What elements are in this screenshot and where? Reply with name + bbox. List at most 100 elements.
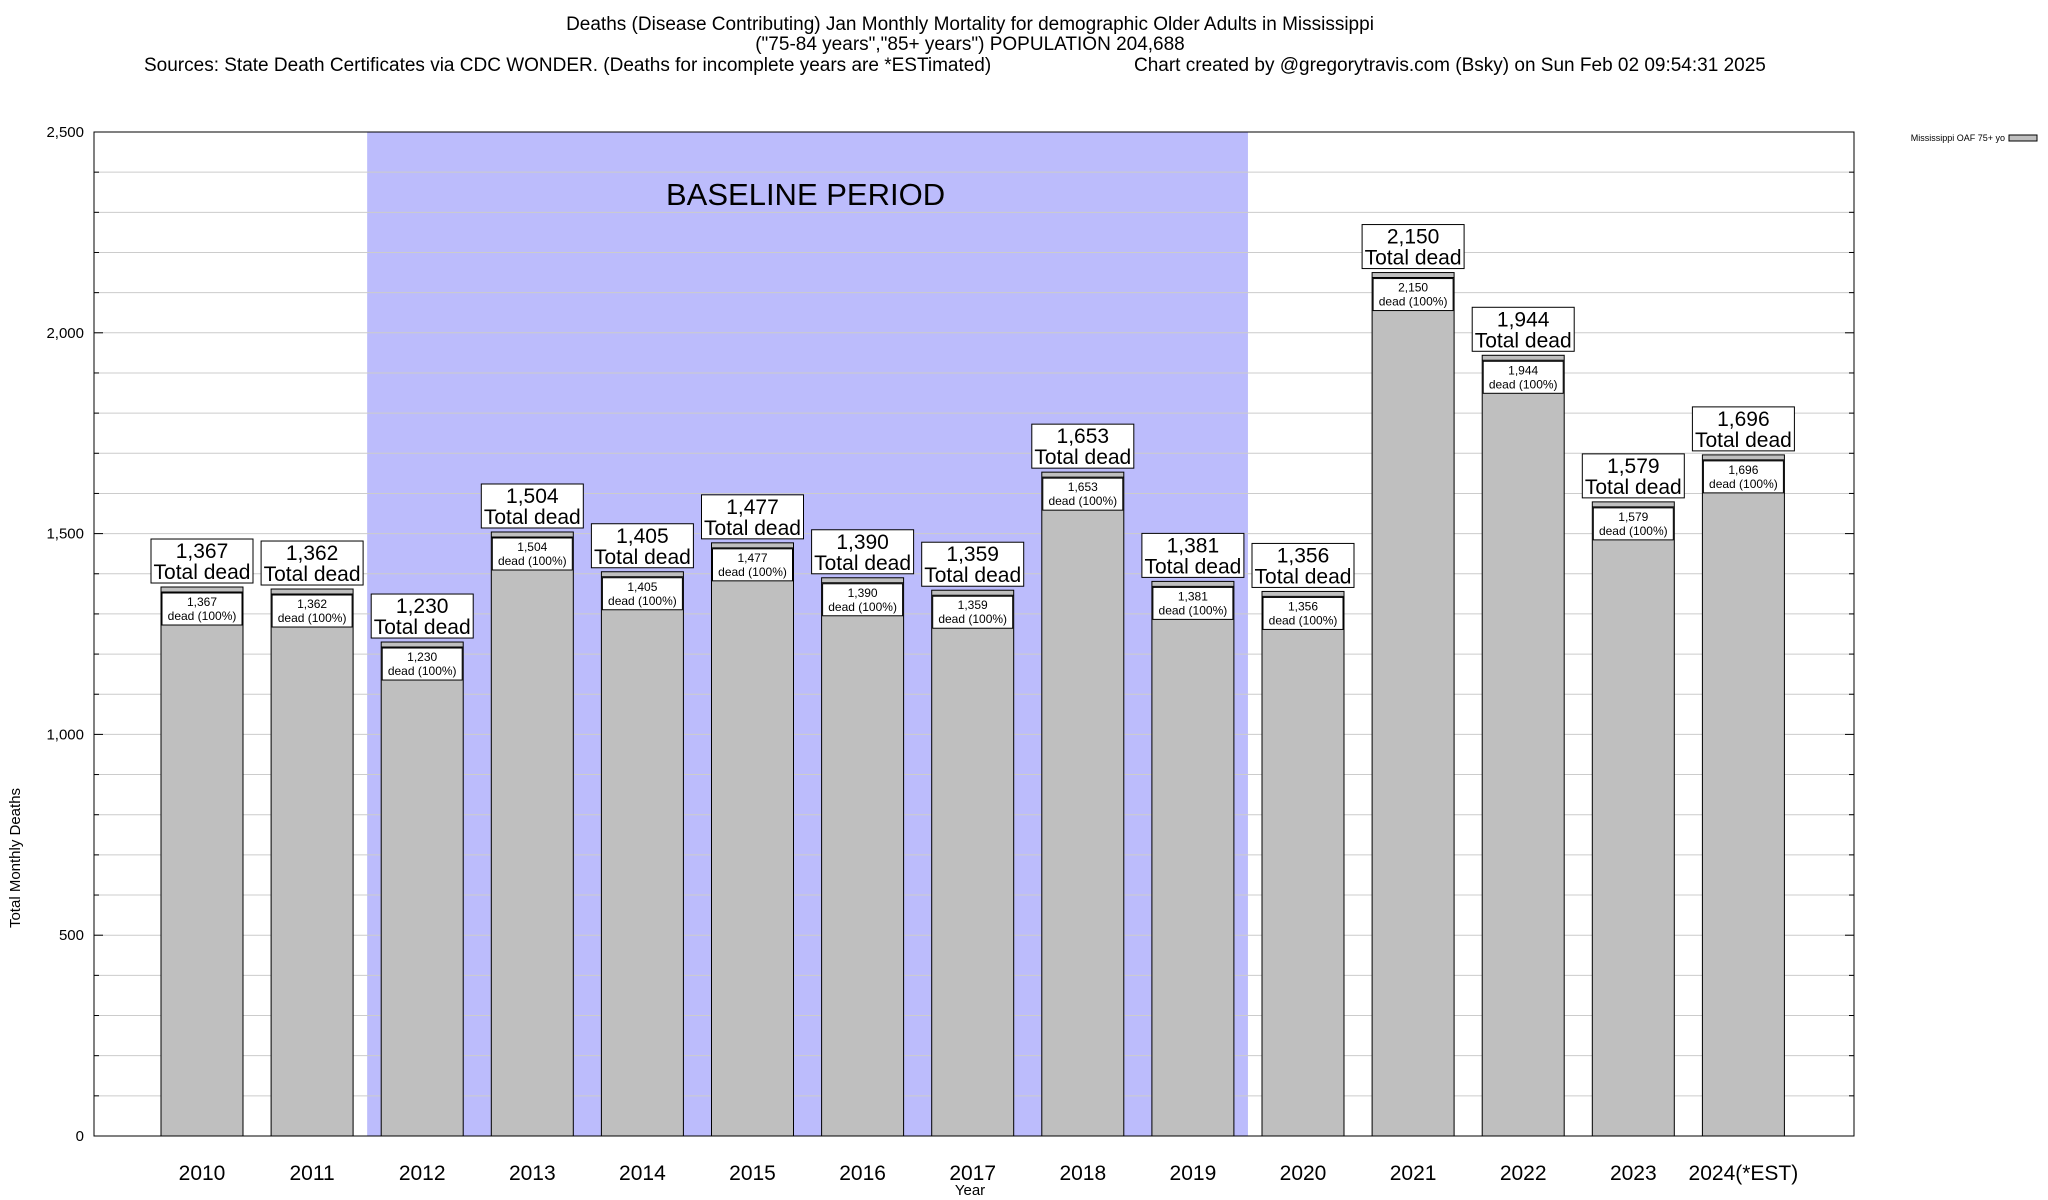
inner-value-label: 1,381 <box>1178 589 1208 603</box>
inner-value-label: 1,944 <box>1508 363 1538 377</box>
bar <box>931 589 1015 1137</box>
inner-label-box <box>1152 586 1234 620</box>
bar <box>380 641 464 1137</box>
inner-label-box <box>381 647 463 681</box>
x-tick-label: 2021 <box>1390 1162 1437 1185</box>
x-tick-label: 2015 <box>729 1162 776 1185</box>
inner-label-box <box>822 583 904 617</box>
y-tick-label: 0 <box>76 1128 84 1145</box>
top-label-box <box>921 541 1025 587</box>
inner-label-box <box>271 594 353 628</box>
x-tick-label: 2017 <box>949 1162 996 1185</box>
top-value-label: 1,405 <box>616 525 669 548</box>
top-value-label: 1,696 <box>1717 408 1770 431</box>
top-value-label: 1,653 <box>1057 425 1110 448</box>
chart-credit-text: Chart created by @gregorytravis.com (Bsk… <box>1134 55 1766 76</box>
y-tick-label: 2,000 <box>46 325 84 342</box>
top-caption-label: Total dead <box>1695 429 1792 452</box>
chart-title-line-1: Deaths (Disease Contributing) Jan Monthl… <box>566 14 1374 35</box>
x-tick-label: 2011 <box>290 1162 335 1185</box>
top-label-box <box>370 593 474 639</box>
bar <box>1041 471 1125 1137</box>
y-tick-label: 500 <box>59 927 84 944</box>
inner-value-label: 1,359 <box>958 598 988 612</box>
inner-caption-label: dead (100%) <box>388 664 457 678</box>
top-caption-label: Total dead <box>484 506 581 529</box>
y-tick-label: 1,000 <box>46 726 84 743</box>
inner-caption-label: dead (100%) <box>828 600 897 614</box>
top-caption-label: Total dead <box>1475 329 1572 352</box>
top-value-label: 1,367 <box>176 540 229 563</box>
inner-label-box <box>932 595 1014 629</box>
inner-caption-label: dead (100%) <box>278 611 347 625</box>
chart-title-line-2: ("75-84 years","85+ years") POPULATION 2… <box>755 34 1185 55</box>
top-label-box <box>1581 453 1685 499</box>
top-caption-label: Total dead <box>1365 247 1462 270</box>
top-label-box <box>1031 423 1135 469</box>
inner-value-label: 1,362 <box>297 597 327 611</box>
x-tick-label: 2020 <box>1280 1162 1327 1185</box>
bar-group-2023 <box>1591 501 1675 1137</box>
x-tick-label: 2012 <box>399 1162 446 1185</box>
bar-group-2020 <box>1261 590 1345 1137</box>
top-caption-label: Total dead <box>594 546 691 569</box>
bar <box>1591 501 1675 1137</box>
bar <box>1151 580 1235 1137</box>
x-tick-label: 2013 <box>509 1162 556 1185</box>
bar <box>821 577 905 1137</box>
inner-label-box <box>161 592 243 626</box>
bar <box>600 571 684 1137</box>
inner-caption-label: dead (100%) <box>1489 377 1558 391</box>
inner-value-label: 1,230 <box>407 650 437 664</box>
top-caption-label: Total dead <box>154 561 251 584</box>
inner-label-box <box>712 548 793 582</box>
inner-label-box <box>1702 460 1784 494</box>
x-tick-label: 2024(*EST) <box>1689 1162 1799 1185</box>
top-caption-label: Total dead <box>1255 565 1352 588</box>
x-axis-label: Year <box>955 1182 985 1199</box>
x-tick-label: 2023 <box>1610 1162 1657 1185</box>
top-value-label: 1,230 <box>396 595 449 618</box>
inner-caption-label: dead (100%) <box>1048 494 1117 508</box>
top-value-label: 1,477 <box>726 496 779 519</box>
inner-label-box <box>1592 507 1674 541</box>
inner-value-label: 1,367 <box>187 595 217 609</box>
bar-group-2024(*EST) <box>1701 454 1785 1137</box>
top-label-box <box>1251 542 1355 588</box>
inner-value-label: 1,390 <box>848 586 878 600</box>
x-tick-label: 2022 <box>1500 1162 1547 1185</box>
top-caption-label: Total dead <box>1144 555 1241 578</box>
top-value-label: 1,579 <box>1607 455 1660 478</box>
inner-caption-label: dead (100%) <box>168 609 237 623</box>
y-tick-label: 2,500 <box>46 124 84 141</box>
inner-label-box <box>601 577 683 611</box>
bar-group-2015 <box>711 542 794 1137</box>
inner-caption-label: dead (100%) <box>718 565 787 579</box>
bar <box>1371 272 1455 1137</box>
baseline-period-label: BASELINE PERIOD <box>666 177 945 212</box>
inner-caption-label: dead (100%) <box>938 612 1007 626</box>
top-value-label: 1,944 <box>1497 308 1550 331</box>
top-label-box <box>260 540 364 586</box>
top-caption-label: Total dead <box>704 517 801 540</box>
top-caption-label: Total dead <box>1585 476 1682 499</box>
inner-caption-label: dead (100%) <box>1599 524 1668 538</box>
bar-group-2013 <box>490 531 574 1137</box>
bar <box>490 531 574 1137</box>
top-label-box <box>1361 224 1465 270</box>
inner-value-label: 1,405 <box>627 580 657 594</box>
chart-sources-text: Sources: State Death Certificates via CD… <box>144 55 991 76</box>
top-caption-label: Total dead <box>814 552 911 575</box>
top-value-label: 1,504 <box>506 485 559 508</box>
inner-caption-label: dead (100%) <box>608 594 677 608</box>
inner-label-box <box>491 537 573 571</box>
x-tick-label: 2019 <box>1170 1162 1217 1185</box>
top-label-box <box>1691 406 1795 452</box>
y-axis-label: Total Monthly Deaths <box>7 788 24 928</box>
inner-label-box <box>1482 360 1564 394</box>
bar-group-2021 <box>1371 272 1455 1137</box>
top-value-label: 1,359 <box>946 543 999 566</box>
top-label-box <box>811 529 915 575</box>
bar-group-2014 <box>600 571 684 1137</box>
